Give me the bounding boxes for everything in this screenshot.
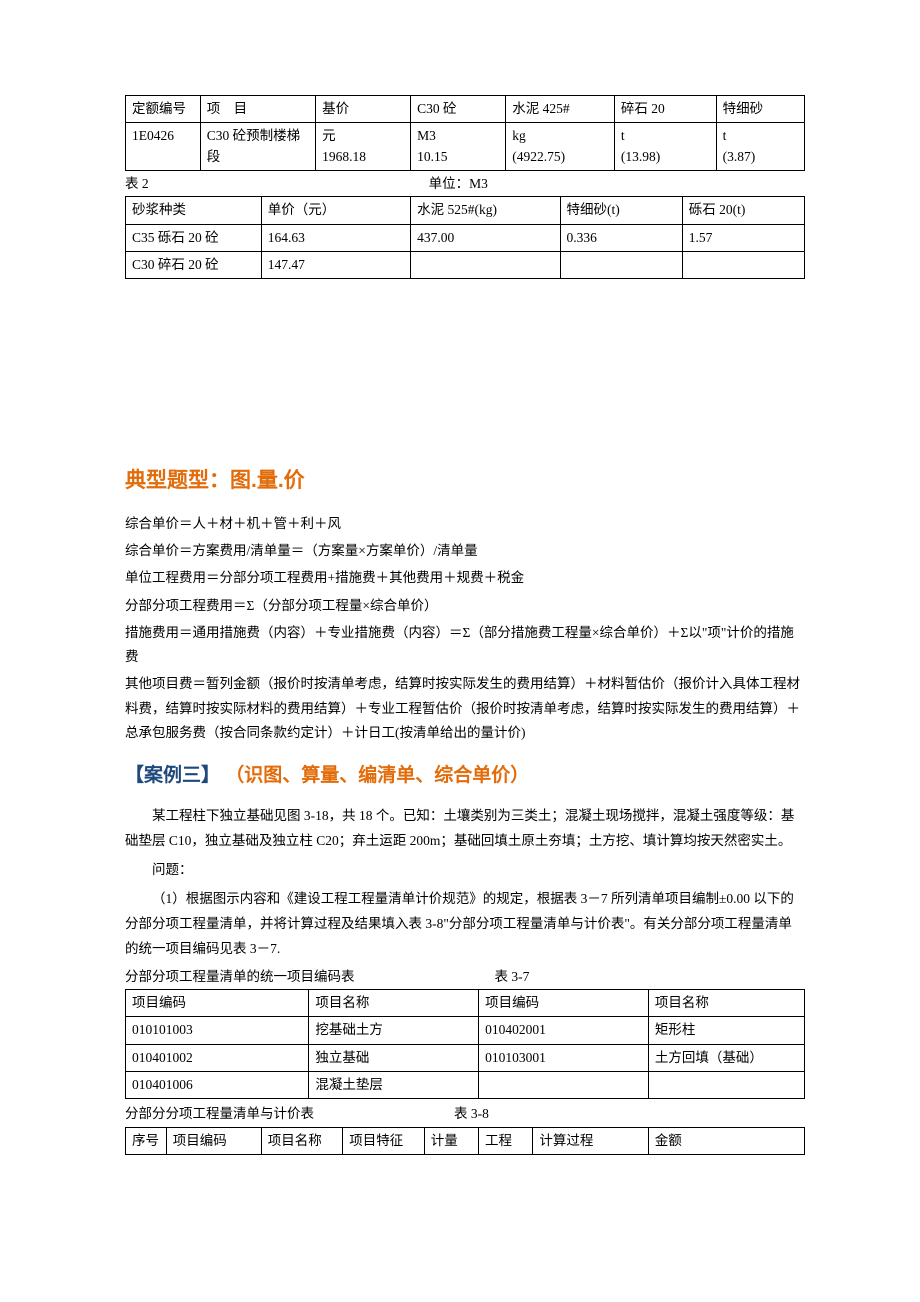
cell: 010402001	[479, 1017, 649, 1044]
th: 项目特征	[343, 1127, 424, 1154]
mortar-table: 砂浆种类 单价（元） 水泥 525#(kg) 特细砂(t) 砾石 20(t) C…	[125, 196, 805, 279]
table-row: 010401002 独立基础 010103001 土方回填（基础）	[126, 1044, 805, 1071]
th-c30: C30 砼	[411, 96, 506, 123]
th: 项目编码	[479, 990, 649, 1017]
case-bracket: 【案例三】	[125, 765, 220, 786]
cell: 147.47	[261, 251, 410, 278]
table-row: 010401006 混凝土垫层	[126, 1071, 805, 1098]
th-cement: 水泥 425#	[506, 96, 615, 123]
table3-caption: 分部分项工程量清单的统一项目编码表 表 3-7	[125, 966, 805, 988]
formula-line: 综合单价＝人＋材＋机＋管＋利＋风	[125, 512, 805, 536]
th: 项目名称	[309, 990, 479, 1017]
th-sand: 特细砂	[716, 96, 804, 123]
th: 项目名称	[648, 990, 804, 1017]
cell-c30: M310.15	[411, 123, 506, 171]
cell: 010103001	[479, 1044, 649, 1071]
th: 金额	[648, 1127, 804, 1154]
cell: 010101003	[126, 1017, 309, 1044]
table-row: C35 砾石 20 砼 164.63 437.00 0.336 1.57	[126, 224, 805, 251]
formula-line: 措施费用＝通用措施费（内容）＋专业措施费（内容）＝Σ（部分措施费工程量×综合单价…	[125, 621, 805, 670]
cell: 164.63	[261, 224, 410, 251]
cell-gravel: t(13.98)	[614, 123, 716, 171]
cell	[560, 251, 682, 278]
cell-code: 1E0426	[126, 123, 201, 171]
quota-table: 定额编号 项 目 基价 C30 砼 水泥 425# 碎石 20 特细砂 1E04…	[125, 95, 805, 171]
cell: 独立基础	[309, 1044, 479, 1071]
cell: 土方回填（基础）	[648, 1044, 804, 1071]
th-item: 项 目	[200, 96, 315, 123]
table-header-row: 定额编号 项 目 基价 C30 砼 水泥 425# 碎石 20 特细砂	[126, 96, 805, 123]
th-price: 单价（元）	[261, 197, 410, 224]
body-para: 某工程柱下独立基础见图 3-18，共 18 个。已知：土壤类别为三类土；混凝土现…	[125, 804, 805, 854]
pricing-table: 序号 项目编码 项目名称 项目特征 计量 工程 计算过程 金额	[125, 1127, 805, 1155]
cell	[682, 251, 804, 278]
table-row: C30 碎石 20 砼 147.47	[126, 251, 805, 278]
table-row: 010101003 挖基础土方 010402001 矩形柱	[126, 1017, 805, 1044]
cell-cement: kg(4922.75)	[506, 123, 615, 171]
section-title: 典型题型：图.量.价	[125, 464, 805, 498]
formula-line: 其他项目费＝暂列金额（报价时按清单考虑，结算时按实际发生的费用结算）＋材料暂估价…	[125, 672, 805, 745]
th: 计算过程	[533, 1127, 648, 1154]
cell	[479, 1071, 649, 1098]
th: 计量	[424, 1127, 478, 1154]
th: 序号	[126, 1127, 167, 1154]
cell: 1.57	[682, 224, 804, 251]
th-cement525: 水泥 525#(kg)	[411, 197, 560, 224]
table3-caption-right: 表 3-7	[495, 969, 530, 984]
th: 工程	[479, 1127, 533, 1154]
cell: C35 砾石 20 砼	[126, 224, 262, 251]
cell: 挖基础土方	[309, 1017, 479, 1044]
formula-line: 单位工程费用＝分部分项工程费用+措施费＋其他费用＋规费＋税金	[125, 566, 805, 590]
body-text: 某工程柱下独立基础见图 3-18，共 18 个。已知：土壤类别为三类土；混凝土现…	[125, 804, 805, 962]
th: 项目名称	[261, 1127, 342, 1154]
th: 项目编码	[126, 990, 309, 1017]
cell-item: C30 砼预制楼梯段	[200, 123, 315, 171]
formula-line: 分部分项工程费用＝Σ（分部分项工程量×综合单价）	[125, 594, 805, 618]
cell-base: 元1968.18	[316, 123, 411, 171]
th: 项目编码	[166, 1127, 261, 1154]
cell-sand: t(3.87)	[716, 123, 804, 171]
th-base: 基价	[316, 96, 411, 123]
body-para: 问题：	[125, 858, 805, 883]
formula-block: 综合单价＝人＋材＋机＋管＋利＋风 综合单价＝方案费用/清单量＝（方案量×方案单价…	[125, 512, 805, 746]
cell: C30 碎石 20 砼	[126, 251, 262, 278]
th-gravel: 碎石 20	[614, 96, 716, 123]
cell: 矩形柱	[648, 1017, 804, 1044]
th-type: 砂浆种类	[126, 197, 262, 224]
table-data-row: 1E0426 C30 砼预制楼梯段 元1968.18 M310.15 kg(49…	[126, 123, 805, 171]
table4-caption-left: 分部分分项工程量清单与计价表	[125, 1106, 314, 1121]
table-header-row: 项目编码 项目名称 项目编码 项目名称	[126, 990, 805, 1017]
th-code: 定额编号	[126, 96, 201, 123]
table2-label-right: 单位：M3	[429, 176, 488, 191]
table-header-row: 序号 项目编码 项目名称 项目特征 计量 工程 计算过程 金额	[126, 1127, 805, 1154]
th-gravel: 砾石 20(t)	[682, 197, 804, 224]
table3-caption-left: 分部分项工程量清单的统一项目编码表	[125, 969, 355, 984]
formula-line: 综合单价＝方案费用/清单量＝（方案量×方案单价）/清单量	[125, 539, 805, 563]
cell	[411, 251, 560, 278]
cell: 437.00	[411, 224, 560, 251]
table2-label: 表 2 单位：M3	[125, 173, 805, 195]
cell	[648, 1071, 804, 1098]
cell: 010401006	[126, 1071, 309, 1098]
table-header-row: 砂浆种类 单价（元） 水泥 525#(kg) 特细砂(t) 砾石 20(t)	[126, 197, 805, 224]
cell: 010401002	[126, 1044, 309, 1071]
code-table: 项目编码 项目名称 项目编码 项目名称 010101003 挖基础土方 0104…	[125, 989, 805, 1099]
table4-caption-right: 表 3-8	[454, 1106, 489, 1121]
table2-label-left: 表 2	[125, 176, 149, 191]
case-title: 【案例三】 （识图、算量、编清单、综合单价）	[125, 761, 805, 791]
case-subtitle: （识图、算量、编清单、综合单价）	[225, 765, 529, 786]
th-sand: 特细砂(t)	[560, 197, 682, 224]
cell: 0.336	[560, 224, 682, 251]
body-para: （1）根据图示内容和《建设工程工程量清单计价规范》的规定，根据表 3－7 所列清…	[125, 887, 805, 962]
table4-caption: 分部分分项工程量清单与计价表 表 3-8	[125, 1103, 805, 1125]
cell: 混凝土垫层	[309, 1071, 479, 1098]
